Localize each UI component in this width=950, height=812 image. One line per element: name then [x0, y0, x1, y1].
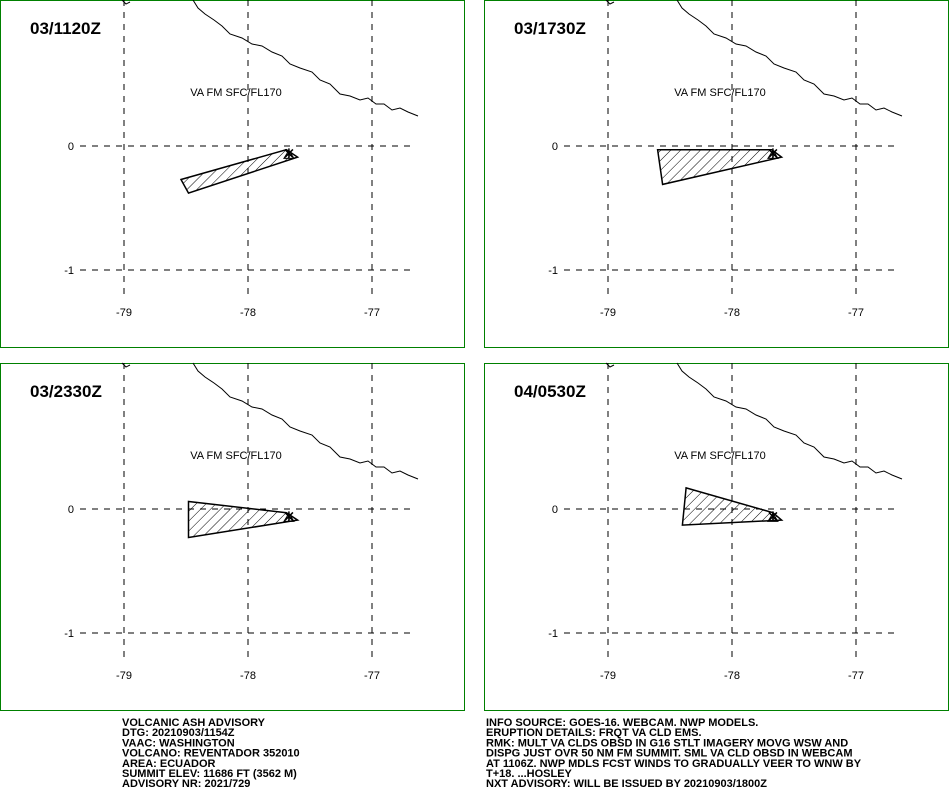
vent-triangle	[283, 149, 295, 159]
x-tick-label: -79	[116, 307, 132, 319]
volcano-vent	[283, 148, 295, 159]
advisory-line: AT 1106Z. NWP MDLS FCST WINDS TO GRADUAL…	[486, 758, 862, 770]
map-panel: -79 -78 -77 0 -1 03/1120Z VA FM SFC/FL170	[0, 0, 465, 348]
advisory-line: INFO SOURCE: GOES-16. WEBCAM. NWP MODELS…	[486, 717, 758, 729]
advisory-line: T+18. ...HOSLEY	[486, 768, 573, 780]
advisory-line: ADVISORY NR: 2021/729	[122, 778, 250, 790]
x-tick-label: -78	[724, 307, 740, 319]
advisory-line: SUMMIT ELEV: 11686 FT (3562 M)	[122, 768, 297, 780]
advisory-line: ERUPTION DETAILS: FRQT VA CLD EMS.	[486, 727, 702, 739]
ash-cloud	[681, 486, 784, 526]
volcano-vent	[767, 148, 779, 159]
panel-border	[0, 363, 465, 711]
advisory-line: VOLCANO: REVENTADOR 352010	[122, 748, 300, 760]
vent-triangle	[283, 512, 295, 522]
y-tick-label: 0	[68, 504, 74, 516]
panel-border	[484, 363, 949, 711]
valid-time: 04/0530Z	[514, 382, 586, 401]
flight-level: VA FM SFC/FL170	[674, 87, 766, 99]
flight-level: VA FM SFC/FL170	[190, 450, 282, 462]
x-tick-label: -79	[600, 307, 616, 319]
ash-cloud	[179, 148, 300, 195]
advisory-line: VOLCANIC ASH ADVISORY	[122, 717, 266, 729]
x-tick-label: -77	[364, 670, 380, 682]
vent-triangle	[767, 512, 779, 522]
x-tick-label: -77	[848, 670, 864, 682]
x-tick-label: -78	[240, 307, 256, 319]
x-tick-label: -78	[724, 670, 740, 682]
valid-time: 03/2330Z	[30, 382, 102, 401]
advisory-line: RMK: MULT VA CLDS OBSD IN G16 STLT IMAGE…	[486, 737, 848, 749]
y-tick-label: 0	[68, 141, 74, 153]
valid-time: 03/1730Z	[514, 19, 586, 38]
ash-cloud	[187, 500, 300, 539]
x-tick-label: -77	[364, 307, 380, 319]
panel-border	[484, 0, 949, 348]
map-panel: -79 -78 -77 0 -1 03/1730Z VA FM SFC/FL170	[484, 0, 949, 348]
map-panel: -79 -78 -77 0 -1 03/2330Z VA FM SFC/FL170	[0, 362, 465, 711]
advisory-line: AREA: ECUADOR	[122, 758, 216, 770]
advisory-line: NXT ADVISORY: WILL BE ISSUED BY 20210903…	[486, 778, 767, 790]
valid-time: 03/1120Z	[30, 19, 101, 38]
y-tick-label: -1	[64, 628, 74, 640]
volcano-vent	[283, 511, 295, 522]
advisory-line: DTG: 20210903/1154Z	[122, 727, 235, 739]
volcano-vent	[767, 511, 779, 522]
x-tick-label: -78	[240, 670, 256, 682]
vent-triangle	[767, 149, 779, 159]
advisory-line: VAAC: WASHINGTON	[122, 737, 235, 749]
x-tick-label: -79	[600, 670, 616, 682]
ash-cloud	[656, 148, 784, 186]
y-tick-label: 0	[552, 504, 558, 516]
y-tick-label: -1	[548, 628, 558, 640]
advisory-line: DISPG JUST OVR 50 NM FM SUMMIT. SML VA C…	[486, 748, 852, 760]
y-tick-label: -1	[64, 265, 74, 277]
map-panel: -79 -78 -77 0 -1 04/0530Z VA FM SFC/FL170	[484, 362, 949, 711]
y-tick-label: 0	[552, 141, 558, 153]
y-tick-label: -1	[548, 265, 558, 277]
panel-border	[0, 0, 465, 348]
x-tick-label: -79	[116, 670, 132, 682]
x-tick-label: -77	[848, 307, 864, 319]
flight-level: VA FM SFC/FL170	[190, 87, 282, 99]
flight-level: VA FM SFC/FL170	[674, 450, 766, 462]
